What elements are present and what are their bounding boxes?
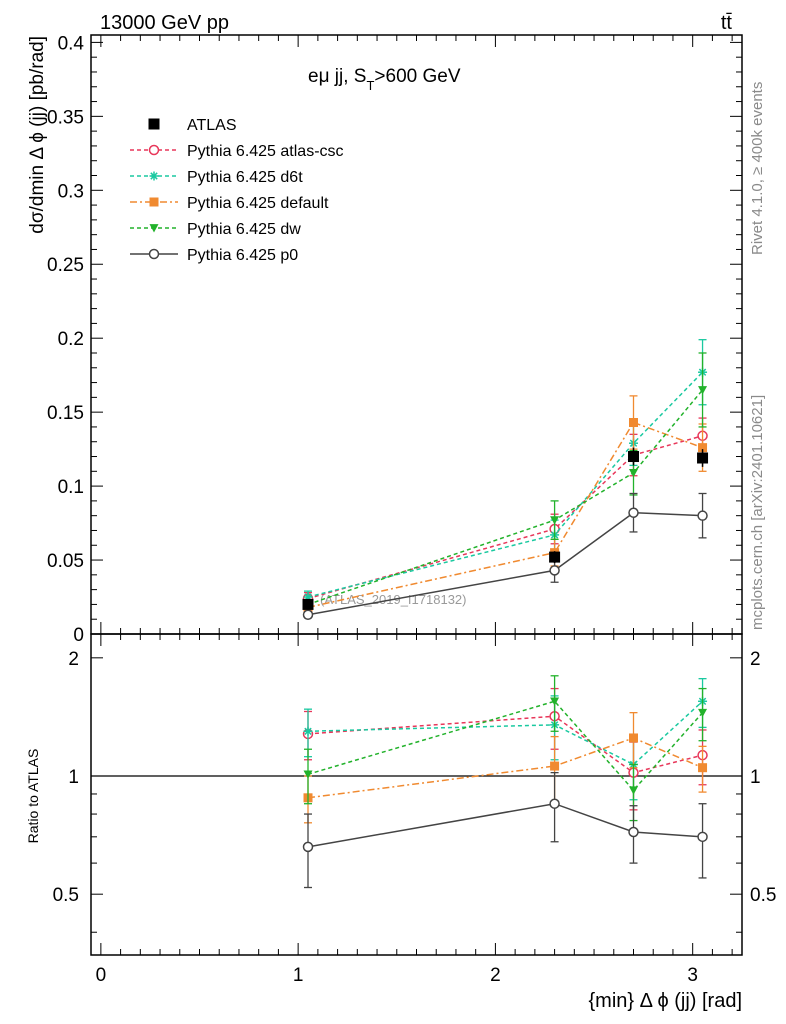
legend-entry-pythia-6-425-atlas-csc: Pythia 6.425 atlas-csc (130, 143, 344, 160)
y-tick-label: 0.35 (47, 107, 84, 128)
y-tick-label: 0.2 (58, 329, 84, 350)
ratio-line (307, 700, 704, 792)
y-tick-label: 0.25 (47, 255, 84, 276)
x-tick-label: 2 (490, 965, 501, 986)
series-point (629, 418, 638, 428)
legend-marker (149, 171, 159, 181)
legend-entry-pythia-6-425-dw: Pythia 6.425 dw (130, 221, 301, 238)
series-point (628, 507, 639, 518)
axes-frames: 0 1 2 3 0 0.05 0.1 0.15 0.2 0.25 0.3 0.35 0.4 0.5 0.5 1… (47, 33, 776, 986)
legend-label: Pythia 6.425 default (187, 195, 329, 212)
mcplots-label: mcplots.cern.ch [arXiv:2401.10621] (749, 395, 766, 630)
ratio-axis-title: Ratio to ATLAS (25, 749, 41, 844)
x-tick-label: 1 (293, 965, 304, 986)
series-point (698, 443, 708, 453)
legend-entry-pythia-6-425-p0: Pythia 6.425 p0 (130, 247, 298, 264)
ratio-point (549, 798, 560, 809)
ratio-point (629, 786, 638, 795)
y-axis-title: dσ/dmin Δ ϕ (jj) [pb/rad] (27, 36, 48, 234)
y-tick-label: 0.1 (58, 477, 84, 498)
x-tick-label: 0 (96, 965, 107, 986)
main-panel (302, 339, 709, 621)
ratio-panel (91, 675, 742, 889)
series-line (307, 511, 703, 616)
series-pythia-6-425-dw (303, 352, 708, 610)
data-point (697, 452, 709, 464)
series-pythia-6-425-d6t (303, 339, 708, 604)
series-point (302, 609, 314, 621)
series-point (550, 516, 560, 525)
energy-label: 13000 GeV pp (100, 12, 229, 34)
ratio-line (307, 700, 704, 766)
series-line (307, 421, 703, 609)
series-pythia-6-425-p0 (302, 492, 708, 621)
ratio-series-pythia-6-425-d6t (303, 678, 708, 801)
series-line (307, 435, 703, 600)
series-point (697, 510, 708, 521)
ratio-series-pythia-6-425-atlas-csc (302, 687, 708, 811)
ratio-tick-label: 2 (68, 649, 79, 670)
legend-label: Pythia 6.425 dw (187, 221, 301, 238)
legend-label: Pythia 6.425 atlas-csc (187, 143, 344, 160)
y-tick-label: 0.4 (58, 33, 85, 54)
ratio-point (697, 831, 708, 843)
y-tick-label: 0 (73, 625, 84, 646)
y-tick-label: 0.15 (47, 403, 84, 424)
legend-label: ATLAS (187, 117, 237, 134)
series-point (549, 565, 560, 576)
ratio-point (303, 726, 313, 736)
plot-title: eμ jj, ST>600 GeV (308, 66, 461, 93)
series-line (307, 389, 704, 606)
series-point (629, 468, 638, 478)
ratio-point (303, 770, 313, 779)
legend-marker (149, 197, 159, 207)
rivet-version-label: Rivet 4.1.0, ≥ 400k events (749, 82, 766, 255)
atlas-data (302, 447, 709, 610)
series-line (307, 371, 704, 598)
data-point (549, 551, 561, 563)
ratio-point (698, 708, 708, 718)
ratio-tick-label: 0.5 (53, 885, 79, 906)
legend-marker (148, 144, 160, 156)
ratio-point (550, 697, 560, 706)
y-tick-label: 0.3 (58, 181, 84, 202)
legend-marker (149, 224, 159, 233)
ratio-point (629, 733, 638, 743)
x-axis-title: {min} Δ ϕ (jj) [rad] (589, 990, 743, 1012)
legend-entry-pythia-6-425-default: Pythia 6.425 default (130, 195, 329, 212)
series-point (698, 386, 708, 395)
data-point (302, 598, 314, 610)
ratio-point (302, 841, 314, 853)
legend-entry-atlas: ATLAS (148, 117, 237, 134)
ratio-line (307, 715, 703, 774)
ratio-tick-label-right: 0.5 (750, 885, 776, 906)
ratio-series-pythia-6-425-p0 (302, 771, 708, 889)
legend-marker (148, 118, 160, 130)
legend-entry-pythia-6-425-d6t: Pythia 6.425 d6t (130, 169, 303, 186)
data-point (628, 451, 639, 463)
ratio-tick-label-right: 2 (750, 649, 761, 670)
ratio-point (628, 826, 639, 838)
ratio-line (307, 802, 703, 848)
ratio-tick-label-right: 1 (750, 767, 761, 788)
legend-label: Pythia 6.425 d6t (187, 169, 303, 186)
legend-label: Pythia 6.425 p0 (187, 247, 298, 264)
ratio-point (698, 763, 708, 773)
legend-marker (148, 248, 160, 260)
legend: ATLAS Pythia 6.425 atlas-csc Pythia 6.425 … (130, 117, 344, 264)
y-tick-label: 0.05 (47, 551, 84, 572)
ratio-point (550, 761, 560, 771)
series-pythia-6-425-atlas-csc (302, 417, 708, 606)
ratio-frame (90, 633, 743, 956)
process-label: tt̄ (721, 12, 733, 34)
ratio-tick-label: 1 (68, 767, 79, 788)
ratio-line (307, 737, 703, 799)
ratio-series-pythia-6-425-dw (303, 675, 708, 822)
x-tick-label: 3 (687, 965, 698, 986)
